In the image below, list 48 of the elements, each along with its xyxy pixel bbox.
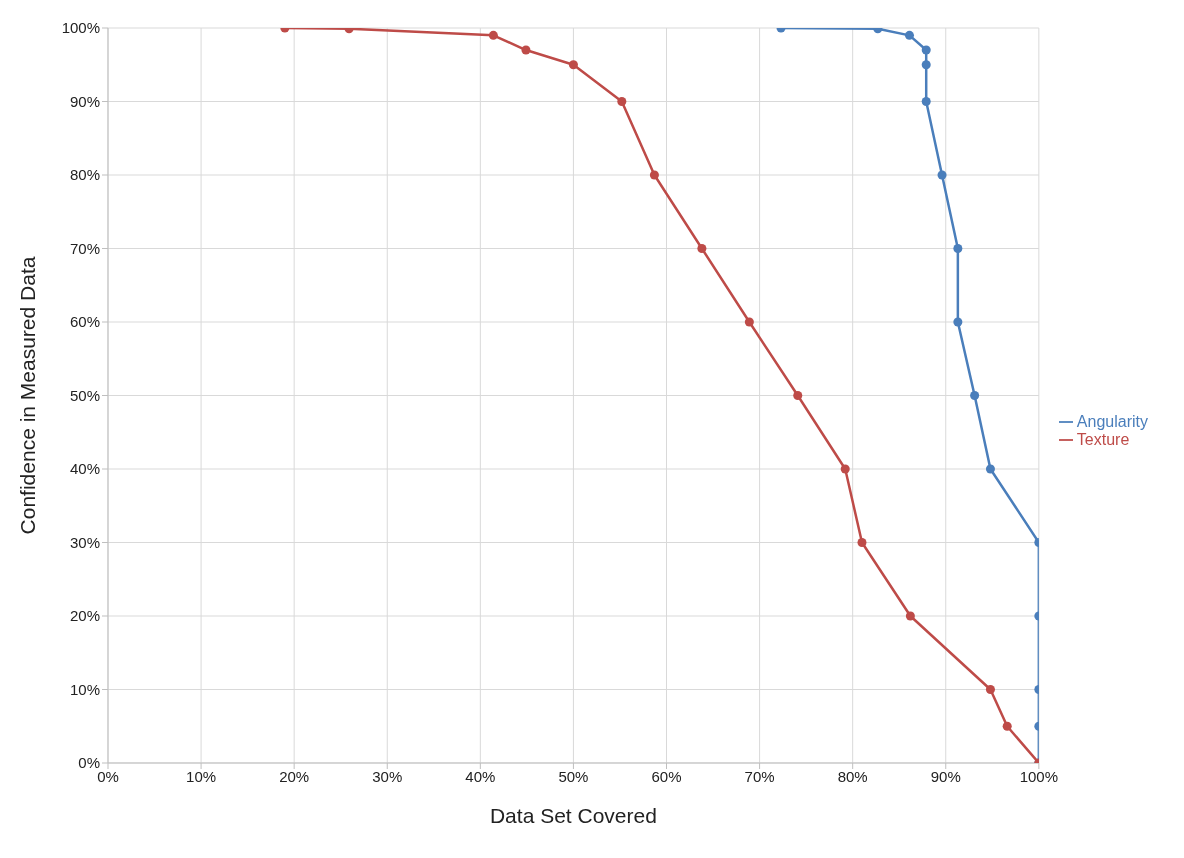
x-tick-label: 70% xyxy=(744,767,775,785)
x-tick-label: 50% xyxy=(558,767,589,785)
x-tick-label: 90% xyxy=(930,767,961,785)
x-tick-label: 20% xyxy=(279,767,310,785)
y-tick-label: 20% xyxy=(69,607,100,625)
y-tick-label: 0% xyxy=(78,754,100,772)
point xyxy=(1002,721,1012,731)
x-tick-label: 100% xyxy=(1019,767,1059,785)
point xyxy=(937,170,947,180)
point xyxy=(904,30,914,40)
x-tick-label: 80% xyxy=(837,767,868,785)
x-tick-label: 0% xyxy=(97,767,119,785)
legend-label: Angularity xyxy=(1076,412,1148,430)
x-tick-label: 10% xyxy=(186,767,217,785)
y-tick-label: 90% xyxy=(69,92,100,110)
point xyxy=(744,317,754,327)
y-tick-label: 50% xyxy=(69,386,100,404)
point xyxy=(697,243,707,254)
point xyxy=(953,317,963,327)
y-tick-label: 80% xyxy=(69,166,100,184)
point xyxy=(985,464,995,474)
y-tick-label: 40% xyxy=(69,460,100,478)
point xyxy=(921,60,931,70)
point xyxy=(953,243,963,254)
point xyxy=(857,537,867,548)
y-tick-label: 10% xyxy=(69,680,100,698)
y-tick-label: 60% xyxy=(69,313,100,331)
x-tick-label: 30% xyxy=(372,767,403,785)
point xyxy=(840,464,850,474)
y-tick-label: 100% xyxy=(61,19,100,37)
y-axis-title: Confidence in Measured Data xyxy=(16,256,40,535)
legend-label: Texture xyxy=(1076,430,1130,448)
y-tick-label: 70% xyxy=(69,239,100,257)
y-tick-label: 30% xyxy=(69,533,100,551)
point xyxy=(568,60,578,70)
point xyxy=(921,96,931,107)
point xyxy=(905,611,915,621)
x-tick-label: 40% xyxy=(465,767,496,785)
point xyxy=(488,30,498,40)
point xyxy=(985,684,995,695)
point xyxy=(617,96,627,107)
x-tick-label: 60% xyxy=(651,767,682,785)
x-axis-title: Data Set Covered xyxy=(489,804,657,827)
point xyxy=(793,390,803,401)
point xyxy=(921,45,931,55)
point xyxy=(649,170,659,180)
point xyxy=(521,45,531,55)
point xyxy=(970,390,980,401)
